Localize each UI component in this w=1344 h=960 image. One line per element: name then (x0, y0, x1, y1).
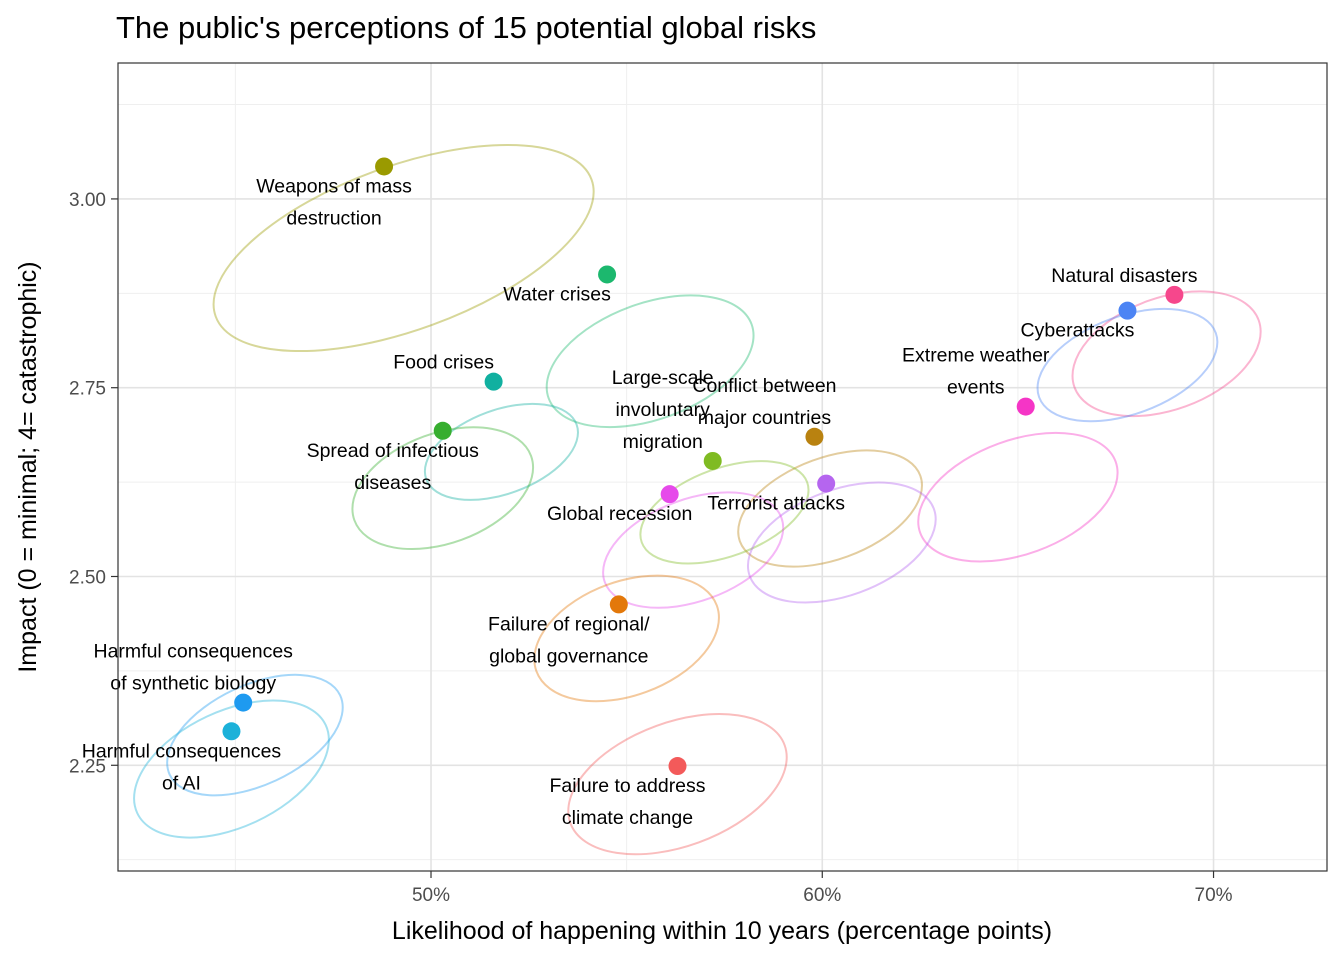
point-label: Terrorist attacks (707, 493, 845, 515)
confidence-ellipse (166, 673, 344, 797)
data-point (668, 757, 687, 776)
point-label-line: Natural disasters (1051, 265, 1198, 287)
point-label: Extreme weather events (902, 345, 1050, 399)
point-label: Failure of regional/global governance (488, 613, 650, 667)
point-label-line: of AI (162, 772, 201, 794)
confidence-ellipse (351, 426, 535, 551)
data-point (805, 427, 824, 446)
point-label-line: Spread of infectious (307, 440, 480, 462)
minor-gridlines (118, 63, 1327, 871)
chart-title: The public's perceptions of 15 potential… (116, 10, 816, 45)
data-point (1016, 397, 1035, 416)
confidence-ellipse (423, 402, 579, 501)
point-label-line: climate change (562, 807, 693, 829)
data-point (598, 265, 617, 284)
y-tick-label: 2.50 (69, 567, 106, 588)
y-tick-label: 2.25 (69, 756, 106, 777)
point-label: Food crises (393, 352, 494, 374)
point-label: Spread of infectious diseases (307, 440, 480, 494)
data-points (222, 157, 1184, 776)
confidence-ellipse (746, 481, 937, 604)
confidence-ellipse (545, 294, 755, 429)
confidence-ellipses (133, 143, 1262, 856)
point-label: Harmful consequences of synthetic biology (93, 641, 293, 695)
confidence-ellipse (567, 713, 788, 856)
point-label-line: Extreme weather (902, 345, 1050, 367)
confidence-ellipse (1036, 307, 1219, 423)
point-label-line: Water crises (503, 283, 611, 305)
point-label-line: Weapons of mass (256, 175, 412, 197)
point-label-line: Harmful consequences (82, 740, 282, 762)
confidence-ellipse (917, 431, 1119, 563)
plot-panel: Weapons of mass destruction Water crises Na… (82, 62, 1328, 872)
point-label-line: Large-scale (612, 367, 714, 389)
point-label-line: Conflict between (692, 375, 836, 397)
data-point (1165, 285, 1184, 304)
point-label: Large-scale involuntary migration (612, 367, 714, 453)
point-label-line: destruction (286, 207, 381, 229)
point-label-line: Harmful consequences (93, 641, 293, 663)
point-label-line: Food crises (393, 352, 494, 374)
x-tick-label: 70% (1195, 885, 1233, 906)
x-axis-title: Likelihood of happening within 10 years … (392, 917, 1052, 945)
data-point (609, 595, 628, 614)
point-label-line: migration (623, 431, 703, 453)
panel-border (117, 62, 1328, 872)
data-point (817, 474, 836, 493)
point-label: Water crises (503, 283, 611, 305)
data-point (222, 722, 241, 741)
confidence-ellipse (639, 460, 810, 565)
point-label-line: global governance (489, 645, 648, 667)
data-point (1118, 301, 1137, 320)
data-point (660, 485, 679, 504)
confidence-ellipse (533, 574, 720, 703)
point-label-line: Global recession (547, 503, 692, 525)
data-point (234, 693, 253, 712)
point-label-line: events (947, 377, 1005, 399)
y-tick-label: 3.00 (69, 190, 106, 211)
x-tick-label: 50% (412, 885, 450, 906)
point-label: Global recession (547, 503, 692, 525)
point-label: Conflict between major countries (692, 375, 836, 429)
point-labels: Weapons of mass destruction Water crises Na… (82, 175, 1198, 829)
point-label: Cyberattacks (1021, 320, 1135, 342)
point-label: Harmful consequences of AI (82, 740, 282, 794)
x-axis: 50% 60% 70% (412, 871, 1233, 906)
point-label-line: of synthetic biology (110, 673, 276, 695)
confidence-ellipse (133, 699, 330, 839)
data-point (375, 157, 394, 176)
point-label-line: Cyberattacks (1021, 320, 1135, 342)
y-tick-label: 2.75 (69, 379, 106, 400)
major-gridlines (118, 63, 1327, 871)
data-point (703, 451, 722, 470)
data-point (433, 421, 452, 440)
plot-background (118, 63, 1327, 871)
point-label-line: involuntary (616, 399, 711, 421)
point-label-line: major countries (698, 407, 832, 429)
y-axis-title: Impact (0 = minimal; 4= catastrophic) (14, 261, 42, 672)
point-label: Natural disasters (1051, 265, 1198, 287)
confidence-ellipse (737, 449, 923, 568)
confidence-ellipse (212, 143, 595, 353)
point-label-line: Failure to address (549, 775, 705, 797)
data-point (484, 372, 503, 391)
point-label-line: Terrorist attacks (707, 493, 845, 515)
confidence-ellipse (1071, 290, 1262, 418)
point-label: Failure to address climate change (549, 775, 705, 829)
x-tick-label: 60% (803, 885, 841, 906)
confidence-ellipse (602, 491, 785, 609)
y-axis: 2.25 2.50 2.75 3.00 (69, 190, 118, 777)
point-label: Weapons of mass destruction (256, 175, 412, 229)
point-label-line: Failure of regional/ (488, 613, 650, 635)
point-label-line: diseases (354, 472, 431, 494)
